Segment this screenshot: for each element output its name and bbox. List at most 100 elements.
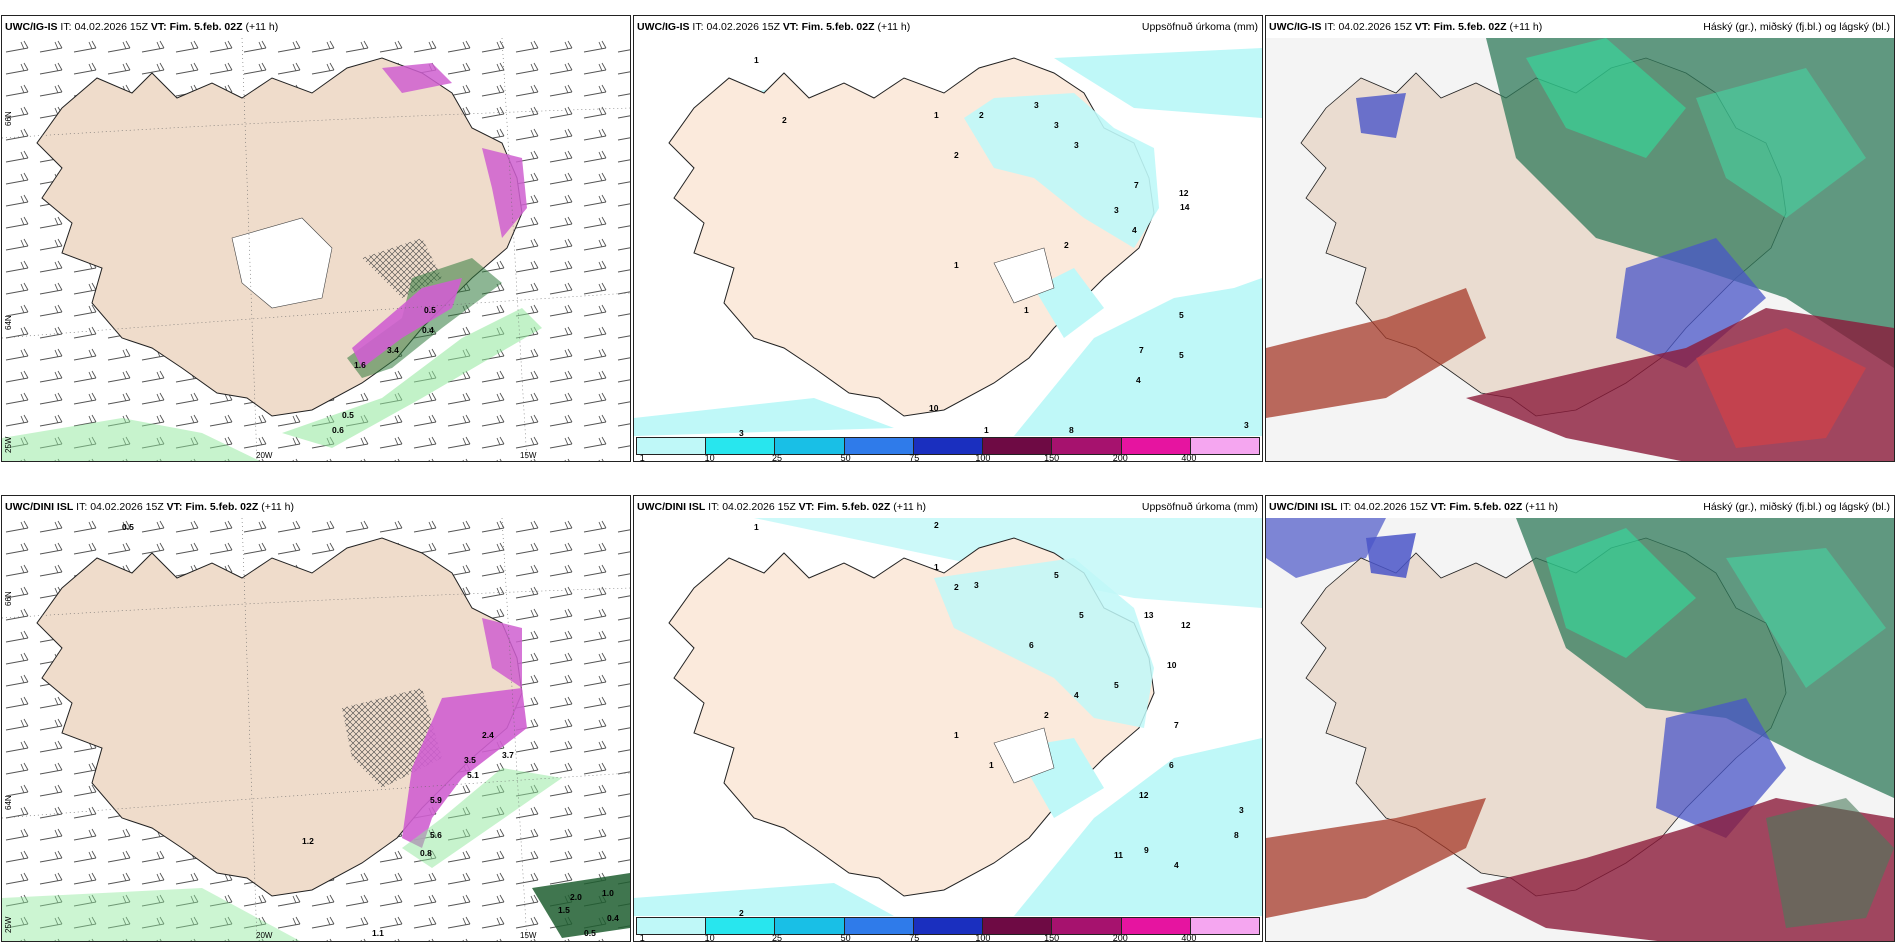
precip-label: 1: [754, 522, 759, 532]
snow-label: 0.5: [122, 522, 134, 532]
legend-tick: 25: [772, 453, 783, 462]
snow-label: 0.5: [424, 305, 436, 315]
panel-clouds-top: UWC/IG-IS IT: 04.02.2026 15Z VT: Fim. 5.…: [1265, 15, 1895, 462]
precip-label: 1: [1024, 305, 1029, 315]
precip-label: 1: [754, 55, 759, 65]
panel-title: Uppsöfnuð úrkoma (mm): [1141, 501, 1258, 513]
lat-label: 64N: [4, 315, 13, 330]
lon-label: 15W: [520, 451, 537, 460]
precip-label: 3: [1054, 120, 1059, 130]
panel-title: Háský (gr.), miðský (fj.bl.) og lágský (…: [1703, 21, 1890, 33]
legend-tick: 400: [1181, 933, 1197, 942]
lat-label: 66N: [4, 111, 13, 126]
precip-label: 12: [1139, 790, 1149, 800]
precip-label: 1: [989, 760, 994, 770]
panel-header: UWC/DINI ISL IT: 04.02.2026 15Z VT: Fim.…: [1266, 496, 1894, 518]
precip-label: 2: [934, 520, 939, 530]
precip-label: 3: [1244, 420, 1249, 430]
snow-label: 5.9: [430, 795, 442, 805]
lat-label: 66N: [4, 591, 13, 606]
model-name: UWC/IG-IS: [5, 21, 58, 33]
snow-label: 1.1: [372, 928, 384, 938]
precip-label: 2: [954, 150, 959, 160]
precip-label: 4: [1174, 860, 1179, 870]
precip-label: 11: [1114, 850, 1123, 860]
legend-swatch: [637, 438, 707, 454]
precip-label: 5: [1114, 680, 1119, 690]
snow-label: 3.7: [502, 750, 514, 760]
cloud-map[interactable]: [1266, 518, 1894, 941]
snow-label: 0.6: [332, 425, 344, 435]
lat-label: 64N: [4, 795, 13, 810]
legend-swatch: [913, 918, 984, 934]
precip-label: 2: [782, 115, 787, 125]
legend-tick: 1: [639, 453, 645, 462]
legend-swatch: [637, 918, 707, 934]
legend-swatch: [1052, 438, 1122, 454]
legend-tick: 400: [1181, 453, 1197, 462]
precip-label: 3: [739, 428, 744, 436]
precip-label: 12: [1179, 188, 1189, 198]
precip-legend: 1 10 25 50 75 100 150 200 400: [634, 917, 1262, 942]
precip-label: 12: [1181, 620, 1191, 630]
precip-map[interactable]: 1 2 1 2 2 3 3 3 7 12 14 4 3 2 1 1 5 7 4 …: [634, 38, 1262, 462]
snow-label: 1.5: [558, 905, 570, 915]
legend-tick: 10: [704, 453, 715, 462]
panel-wind-top: UWC/IG-IS IT: 04.02.2026 15Z VT: Fim. 5.…: [1, 15, 631, 462]
precip-label: 4: [1074, 690, 1079, 700]
wind-map[interactable]: 0.5 1.6 3.4 0.4 0.5 0.6 20W 15W 66N 64N …: [2, 38, 630, 461]
precip-label: 8: [1069, 425, 1074, 435]
precip-label: 5: [1054, 570, 1059, 580]
legend-swatch: [844, 918, 914, 934]
precip-label: 8: [1234, 830, 1239, 840]
legend-tick: 200: [1112, 933, 1128, 942]
panel-clouds-bottom: UWC/DINI ISL IT: 04.02.2026 15Z VT: Fim.…: [1265, 495, 1895, 942]
legend-swatch: [1190, 438, 1259, 454]
lon-label: 20W: [256, 931, 273, 940]
legend-tick: 150: [1044, 933, 1060, 942]
precip-label: 2: [739, 908, 744, 916]
legend-swatch: [844, 438, 914, 454]
precip-label: 3: [1074, 140, 1079, 150]
legend-tick: 200: [1112, 453, 1128, 462]
precip-label: 6: [1169, 760, 1174, 770]
precip-label: 7: [1174, 720, 1179, 730]
precip-label: 10: [929, 403, 939, 413]
precip-label: 3: [1239, 805, 1244, 815]
precip-label: 1: [934, 110, 939, 120]
precip-label: 10: [1167, 660, 1177, 670]
snow-label: 0.5: [342, 410, 354, 420]
precip-map[interactable]: 1 2 2 1 3 5 6 5 13 12 10 5 4 2 1 7 6 12 …: [634, 518, 1262, 942]
init-time: 04.02.2026 15Z: [74, 21, 148, 33]
legend-swatch: [1121, 918, 1191, 934]
legend-swatch: [1052, 918, 1122, 934]
precip-legend: 1 10 25 50 75 100 150 200 400: [634, 437, 1262, 462]
panel-header: UWC/IG-IS IT: 04.02.2026 15Z VT: Fim. 5.…: [634, 16, 1262, 38]
panel-header: UWC/IG-IS IT: 04.02.2026 15Z VT: Fim. 5.…: [1266, 16, 1894, 38]
precip-label: 3: [1034, 100, 1039, 110]
legend-tick: 50: [840, 453, 851, 462]
precip-label: 6: [1029, 640, 1034, 650]
snow-label: 0.4: [607, 913, 619, 923]
precip-label: 2: [1044, 710, 1049, 720]
precip-label: 4: [1132, 225, 1137, 235]
lead-time: (+11 h): [245, 21, 279, 33]
precip-label: 7: [1134, 180, 1139, 190]
precip-label: 1: [954, 730, 959, 740]
legend-swatch: [913, 438, 984, 454]
precip-label: 3: [1114, 205, 1119, 215]
legend-tick: 150: [1044, 453, 1060, 462]
legend-tick: 1: [639, 933, 645, 942]
lon-label: 25W: [4, 916, 13, 933]
wind-map[interactable]: 0.5 2.4 3.5 5.1 3.7 5.9 5.6 0.8 1.2 2.0 …: [2, 518, 630, 941]
snow-label: 3.5: [464, 755, 476, 765]
snow-label: 3.4: [387, 345, 399, 355]
precip-label: 1: [984, 425, 989, 435]
snow-label: 1.2: [302, 836, 314, 846]
cloud-map[interactable]: [1266, 38, 1894, 461]
lon-label: 20W: [256, 451, 273, 460]
precip-label: 3: [974, 580, 979, 590]
legend-swatch: [775, 438, 845, 454]
precip-label: 13: [1144, 610, 1154, 620]
precip-label: 5: [1179, 310, 1184, 320]
